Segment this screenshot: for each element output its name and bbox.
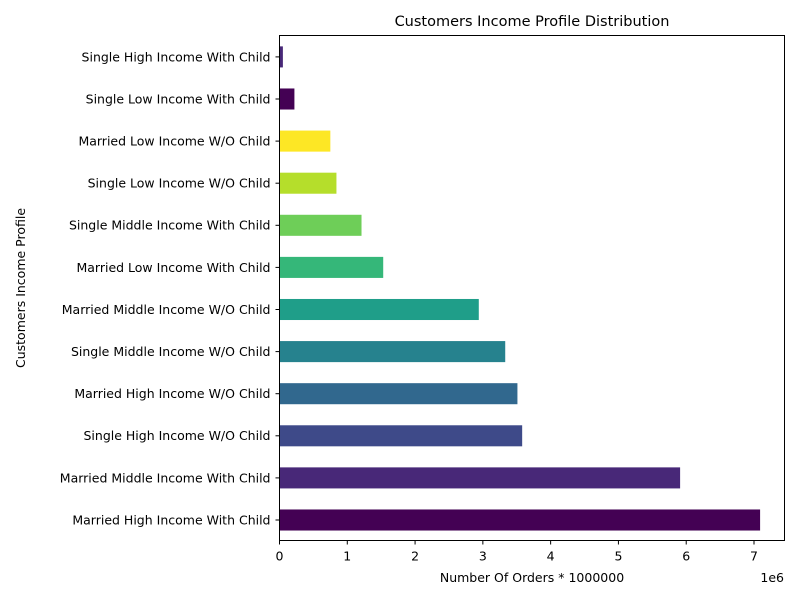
y-tick-label: Single Middle Income W/O Child <box>71 344 271 359</box>
x-tick-label: 0 <box>276 549 284 564</box>
y-axis-label: Customers Income Profile <box>13 208 28 368</box>
bar <box>279 172 337 194</box>
y-tick-label: Single High Income W/O Child <box>84 428 271 443</box>
x-axis-ticks: 0 1 2 3 4 5 6 7 <box>276 540 758 564</box>
x-tick-label: 4 <box>547 549 555 564</box>
bar <box>279 298 479 321</box>
x-axis-offset-label: 1e6 <box>760 570 784 585</box>
x-axis-label: Number Of Orders * 1000000 <box>440 570 624 585</box>
x-tick-label: 5 <box>614 549 622 564</box>
x-tick-label: 2 <box>411 549 419 564</box>
chart-title: Customers Income Profile Distribution <box>395 14 670 30</box>
plot-frame <box>279 35 785 541</box>
bar <box>279 130 331 152</box>
x-tick-label: 1 <box>343 549 351 564</box>
y-tick-label: Married Low Income W/O Child <box>78 133 270 148</box>
x-tick-label: 7 <box>750 549 758 564</box>
bar <box>279 509 761 531</box>
bar <box>279 467 681 489</box>
bar <box>279 46 283 68</box>
bar <box>279 88 295 110</box>
y-tick-label: Single Low Income With Child <box>86 91 271 106</box>
y-tick-label: Married Middle Income With Child <box>60 470 271 485</box>
y-tick-label: Single Low Income W/O Child <box>88 176 271 191</box>
x-tick-label: 3 <box>479 549 487 564</box>
bars-group <box>279 46 761 531</box>
y-tick-label: Married High Income With Child <box>72 512 270 527</box>
y-tick-label: Married High Income W/O Child <box>74 386 270 401</box>
y-tick-label: Single High Income With Child <box>82 49 271 64</box>
y-axis-ticks: Married High Income With Child Married Mi… <box>60 49 280 527</box>
y-tick-label: Single Middle Income With Child <box>69 218 271 233</box>
x-tick-label: 6 <box>682 549 690 564</box>
bar <box>279 383 518 405</box>
y-tick-label: Married Low Income With Child <box>76 260 270 275</box>
y-tick-label: Married Middle Income W/O Child <box>62 302 271 317</box>
bar <box>279 425 523 447</box>
bar <box>279 214 362 236</box>
bar <box>279 256 384 278</box>
bar <box>279 341 506 363</box>
